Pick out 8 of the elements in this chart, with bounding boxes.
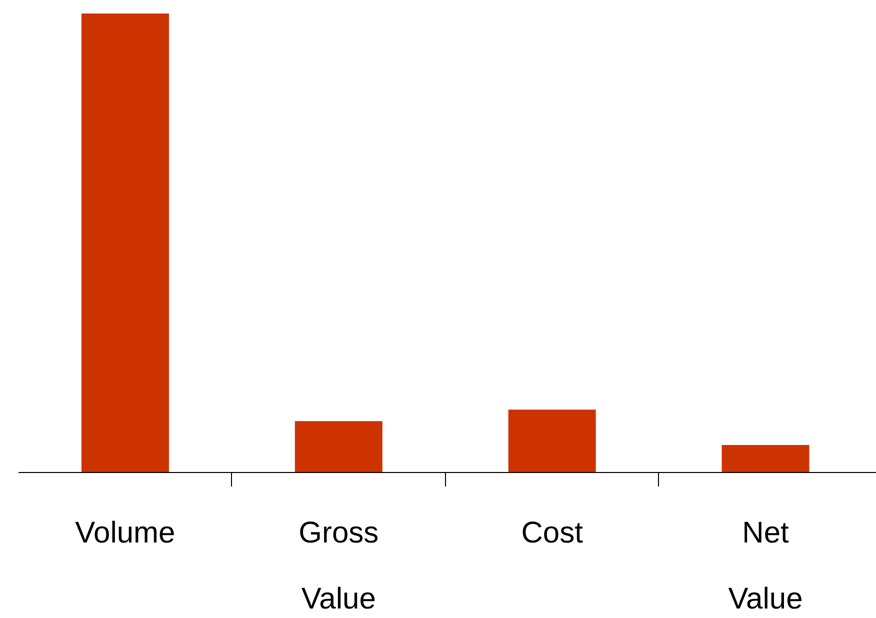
bar <box>722 444 810 472</box>
x-tick-label: Gross Value <box>298 516 379 616</box>
bar <box>81 14 169 472</box>
bar <box>294 421 382 472</box>
x-tick-label: Cost <box>521 516 584 550</box>
x-tick-label: Net Value <box>728 516 803 616</box>
x-tick-label: Volume <box>75 516 176 550</box>
bar <box>508 410 596 472</box>
